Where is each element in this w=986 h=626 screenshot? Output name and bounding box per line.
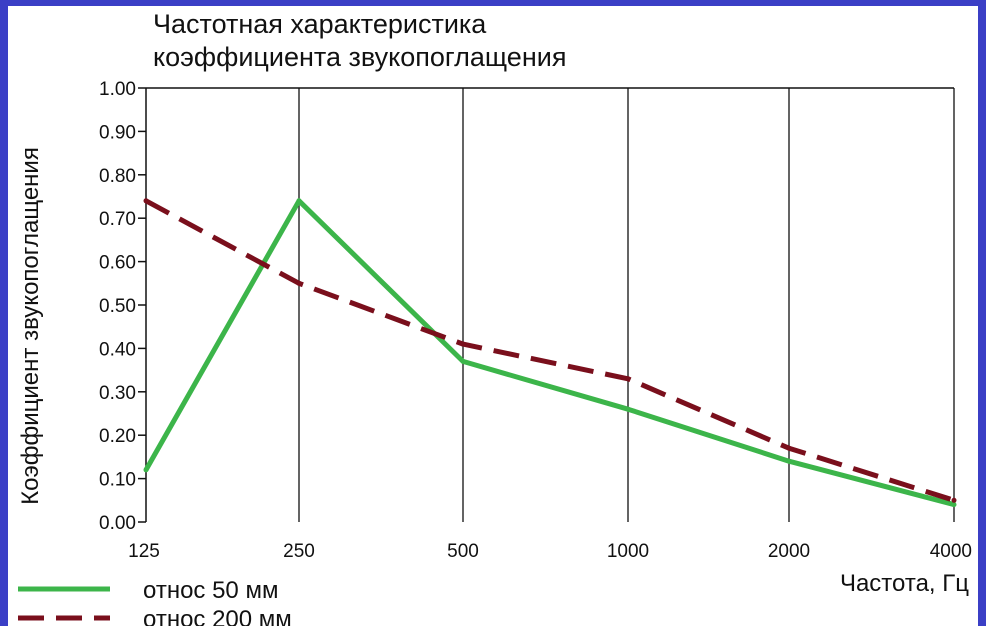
data-point <box>460 358 466 364</box>
x-tick-label: 2000 <box>768 541 810 562</box>
data-point <box>296 280 302 286</box>
series-line-2 <box>144 198 955 503</box>
data-point <box>951 502 957 508</box>
data-point <box>786 458 792 464</box>
x-tick-label: 500 <box>447 541 479 562</box>
legend-label-1: относ 50 мм <box>143 577 278 604</box>
y-tick-label: 0.90 <box>99 122 136 143</box>
x-tick-label: 250 <box>283 541 315 562</box>
chart-title-line-1: Частотная характеристика <box>153 9 487 39</box>
data-point <box>460 341 466 347</box>
x-tick-label: 125 <box>128 541 160 562</box>
y-tick-label: 0.50 <box>99 296 136 317</box>
series <box>143 198 957 508</box>
absorption-chart: Частотная характеристика коэффициента зв… <box>17 9 972 626</box>
data-point <box>786 445 792 451</box>
x-tick-label: 4000 <box>930 541 972 562</box>
data-point <box>296 198 302 204</box>
data-point <box>143 198 149 204</box>
x-axis-label: Частота, Гц <box>840 570 969 597</box>
legend-label-2: относ 200 мм <box>143 606 292 626</box>
y-tick-label: 0.00 <box>99 513 136 534</box>
data-point <box>143 467 149 473</box>
grid <box>138 87 955 523</box>
y-tick-label: 1.00 <box>99 79 136 100</box>
chart-title-line-2: коэффициента звукопоглащения <box>153 42 566 72</box>
y-axis-label: Коэффициент звукопоглащения <box>17 147 44 505</box>
y-tick-label: 0.70 <box>99 209 136 230</box>
data-point <box>951 497 957 503</box>
data-point <box>625 376 631 382</box>
y-tick-label: 0.40 <box>99 339 136 360</box>
data-point <box>625 406 631 412</box>
y-tick-label: 0.30 <box>99 383 136 404</box>
y-tick-label: 0.10 <box>99 470 136 491</box>
tick-labels: 0.00 0.10 0.20 0.30 0.40 0.50 0.60 0.70 0.80 0.90… <box>99 79 972 562</box>
series-line-1 <box>143 198 955 508</box>
y-tick-label: 0.20 <box>99 426 136 447</box>
y-tick-label: 0.80 <box>99 166 136 187</box>
y-tick-label: 0.60 <box>99 253 136 274</box>
chart-panel: Частотная характеристика коэффициента зв… <box>8 6 978 626</box>
x-tick-label: 1000 <box>607 541 649 562</box>
